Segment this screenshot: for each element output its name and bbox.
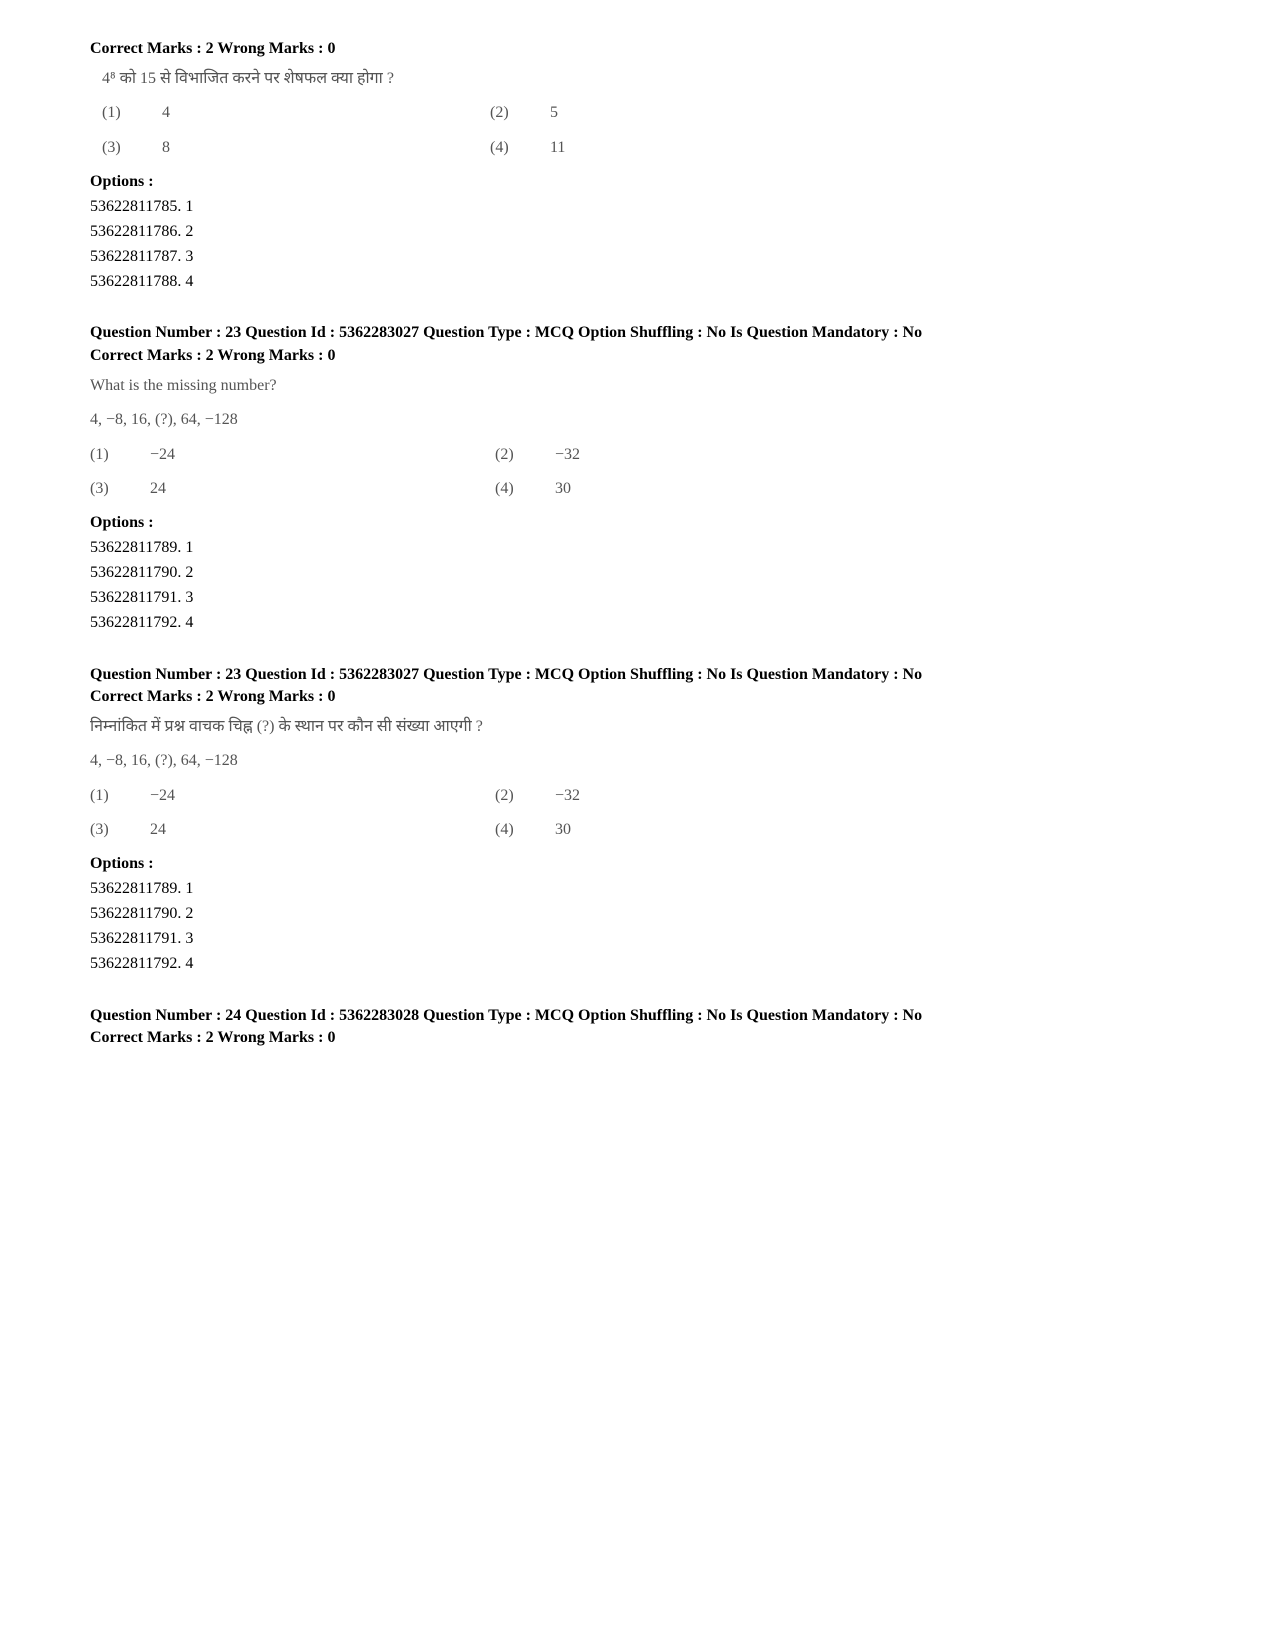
answer-num: (4) (490, 133, 520, 163)
question-block: Question Number : 23 Question Id : 53622… (90, 322, 1185, 635)
question-block: Question Number : 23 Question Id : 53622… (90, 664, 1185, 977)
options-list: 53622811789. 1 53622811790. 2 5362281179… (90, 536, 1185, 635)
question-sequence: 4, −8, 16, (?), 64, −128 (90, 746, 1185, 776)
answer-num: (4) (495, 474, 525, 504)
question-text: निम्नांकित में प्रश्न वाचक चिह्न (?) के … (90, 712, 1185, 742)
options-list: 53622811785. 1 53622811786. 2 5362281178… (90, 195, 1185, 294)
question-image: What is the missing number? 4, −8, 16, (… (90, 371, 1185, 505)
option-item: 53622811787. 3 (90, 245, 1185, 270)
option-item: 53622811792. 4 (90, 952, 1185, 977)
answer-num: (2) (495, 781, 525, 811)
option-item: 53622811791. 3 (90, 927, 1185, 952)
answer-num: (4) (495, 815, 525, 845)
answer-num: (2) (495, 440, 525, 470)
question-header: Question Number : 23 Question Id : 53622… (90, 322, 1185, 344)
answer-num: (3) (90, 815, 120, 845)
answer-val: 24 (150, 815, 166, 845)
question-image: निम्नांकित में प्रश्न वाचक चिह्न (?) के … (90, 712, 1185, 846)
answer-val: 11 (550, 133, 565, 163)
option-item: 53622811792. 4 (90, 611, 1185, 636)
question-sequence: 4, −8, 16, (?), 64, −128 (90, 405, 1185, 435)
marks-line: Correct Marks : 2 Wrong Marks : 0 (90, 1029, 1185, 1047)
option-item: 53622811790. 2 (90, 902, 1185, 927)
option-item: 53622811785. 1 (90, 195, 1185, 220)
answer-val: 24 (150, 474, 166, 504)
marks-line: Correct Marks : 2 Wrong Marks : 0 (90, 688, 1185, 706)
answer-val: 30 (555, 474, 571, 504)
answer-val: 5 (550, 98, 558, 128)
answer-val: −32 (555, 440, 580, 470)
answer-val: 8 (162, 133, 170, 163)
answer-grid: (1) 4 (3) 8 (2) 5 (4) 11 (90, 98, 1185, 163)
answer-num: (1) (102, 98, 132, 128)
option-item: 53622811788. 4 (90, 270, 1185, 295)
answer-val: 30 (555, 815, 571, 845)
options-label: Options : (90, 514, 1185, 532)
answer-val: −32 (555, 781, 580, 811)
options-label: Options : (90, 173, 1185, 191)
answer-num: (1) (90, 781, 120, 811)
answer-val: −24 (150, 781, 175, 811)
marks-line: Correct Marks : 2 Wrong Marks : 0 (90, 347, 1185, 365)
question-block: Question Number : 24 Question Id : 53622… (90, 1005, 1185, 1047)
answer-val: 4 (162, 98, 170, 128)
option-item: 53622811786. 2 (90, 220, 1185, 245)
question-header: Question Number : 23 Question Id : 53622… (90, 664, 1185, 686)
option-item: 53622811791. 3 (90, 586, 1185, 611)
question-block: Correct Marks : 2 Wrong Marks : 0 4⁸ को … (90, 40, 1185, 294)
answer-num: (1) (90, 440, 120, 470)
answer-num: (2) (490, 98, 520, 128)
question-text: 4⁸ को 15 से विभाजित करने पर शेषफल क्या ह… (90, 64, 1185, 94)
answer-num: (3) (90, 474, 120, 504)
option-item: 53622811789. 1 (90, 877, 1185, 902)
options-list: 53622811789. 1 53622811790. 2 5362281179… (90, 877, 1185, 976)
option-item: 53622811790. 2 (90, 561, 1185, 586)
marks-line: Correct Marks : 2 Wrong Marks : 0 (90, 40, 1185, 58)
answer-val: −24 (150, 440, 175, 470)
option-item: 53622811789. 1 (90, 536, 1185, 561)
answer-num: (3) (102, 133, 132, 163)
question-header: Question Number : 24 Question Id : 53622… (90, 1005, 1185, 1027)
question-image: 4⁸ को 15 से विभाजित करने पर शेषफल क्या ह… (90, 64, 1185, 163)
answer-grid: (1) −24 (3) 24 (2) −32 (4) 30 (90, 781, 1185, 846)
answer-grid: (1) −24 (3) 24 (2) −32 (4) 30 (90, 440, 1185, 505)
options-label: Options : (90, 855, 1185, 873)
question-text: What is the missing number? (90, 371, 1185, 401)
